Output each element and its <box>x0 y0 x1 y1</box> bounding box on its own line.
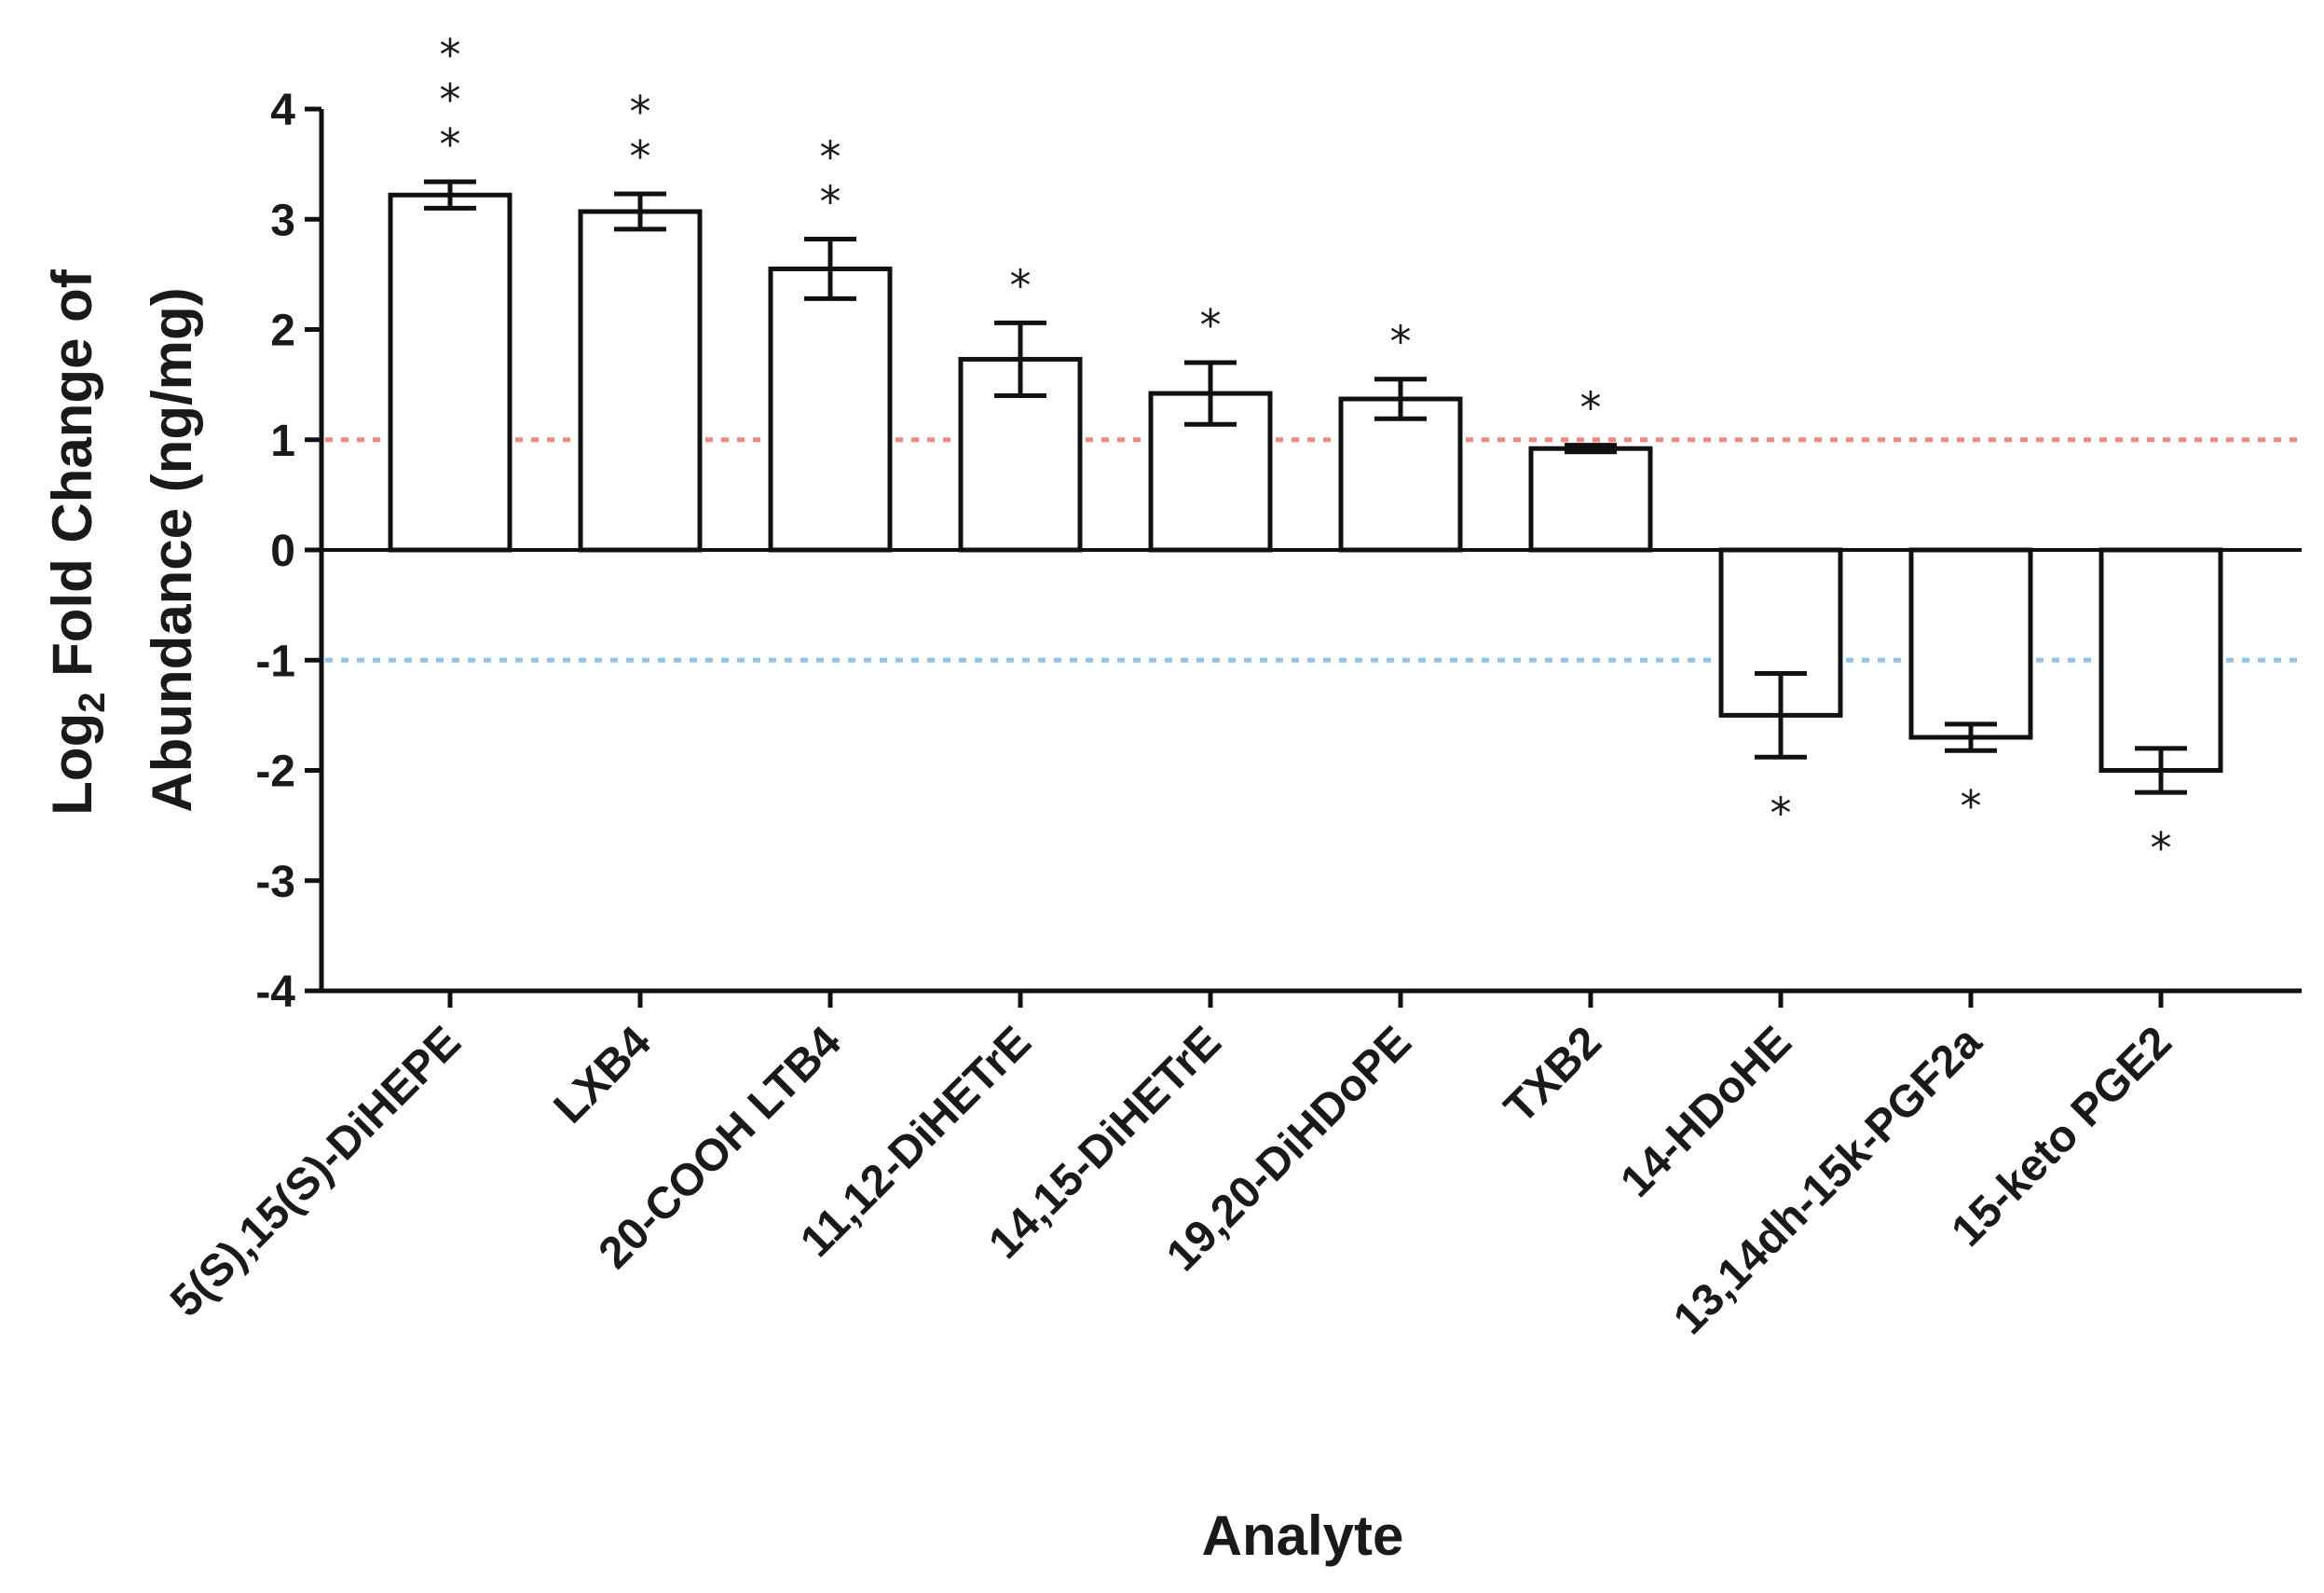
bar <box>388 192 513 553</box>
x-tick-label: LXB4 <box>545 1017 661 1133</box>
significance-marker: * <box>630 87 651 137</box>
y-tick-label: 0 <box>270 527 295 576</box>
y-axis-title-suffix: Fold Change of <box>41 268 103 692</box>
significance-marker: * <box>630 131 651 182</box>
axes-group <box>305 106 2302 1008</box>
significance-marker: * <box>440 119 461 170</box>
significance-marker: * <box>440 75 461 125</box>
y-tick-label: 4 <box>270 86 295 135</box>
x-tick-label: 5(S),15(S)-DiHEPE <box>161 1017 471 1326</box>
significance-marker: * <box>820 177 841 227</box>
significance-marker: * <box>1200 300 1222 350</box>
significance-marker: * <box>1390 317 1412 367</box>
bar <box>2098 547 2223 773</box>
x-tick-label: 14-HDoHE <box>1611 1017 1800 1206</box>
significance-marker: * <box>1770 788 1792 838</box>
significance-marker: * <box>2151 823 2172 873</box>
y-tick-label: -1 <box>255 637 295 686</box>
reference-lines <box>325 437 2302 663</box>
x-axis-title: Analyte <box>1202 1504 1404 1567</box>
x-tick-label: 13,14dh-15k-PGF2a <box>1664 1017 1991 1344</box>
y-tick-label: -2 <box>255 748 295 797</box>
bar <box>1528 446 1653 553</box>
y-tick-label: 2 <box>270 307 295 356</box>
y-tick-label: -4 <box>255 968 295 1017</box>
y-axis-title: Log2 Fold Change of <box>41 268 113 816</box>
significance-marker: * <box>1580 383 1602 433</box>
y-axis-title-prefix: Log <box>41 713 103 816</box>
y-tick-label: -3 <box>255 858 295 907</box>
significance-marker: * <box>1010 260 1032 310</box>
bar <box>1908 547 2033 740</box>
significance-marker: * <box>440 30 461 80</box>
significance-marker: * <box>820 132 841 183</box>
y-tick-label: 3 <box>270 196 295 245</box>
bar <box>1338 396 1463 553</box>
y-axis-title-subscript: 2 <box>72 693 113 713</box>
x-tick-label: TXB2 <box>1496 1017 1611 1133</box>
bar <box>578 209 703 553</box>
bars-group <box>388 179 2223 795</box>
significance-marker: * <box>1961 781 1982 831</box>
y-tick-label: 1 <box>270 417 295 466</box>
bar <box>768 266 893 553</box>
y-axis-title-line2: Abundance (ng/mg) <box>141 287 203 812</box>
